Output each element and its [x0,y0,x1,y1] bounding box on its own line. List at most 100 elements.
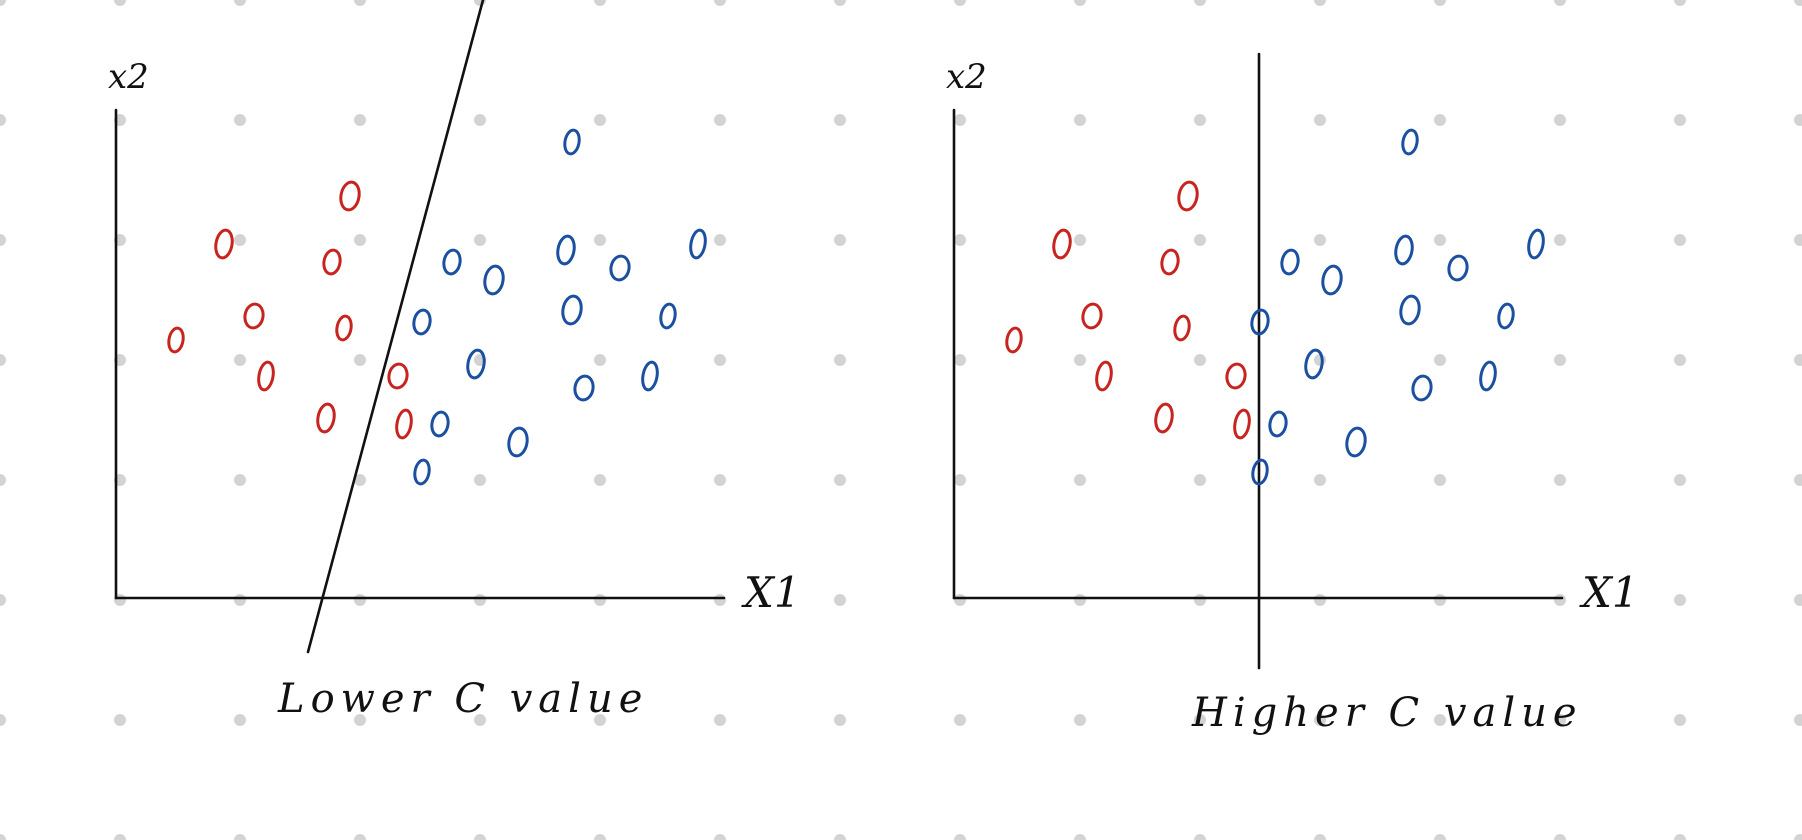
grid-dot [0,114,6,126]
grid-dot [0,234,6,246]
grid-dot [234,0,246,6]
grid-dot [1314,834,1326,840]
red-data-point [316,402,336,434]
red-data-point [387,362,409,390]
grid-dot [0,834,6,840]
grid-dot [1794,594,1802,606]
grid-dot [1554,594,1566,606]
grid-dot [594,834,606,840]
red-data-point [339,180,361,212]
grid-dot [234,234,246,246]
grid-dot [354,354,366,366]
grid-dot [1554,234,1566,246]
grid-dot [474,474,486,486]
grid-dot [1794,114,1802,126]
grid-dot [1434,474,1446,486]
blue-data-point [561,294,583,326]
grid-dot [954,114,966,126]
grid-dot [114,834,126,840]
blue-data-point [1401,128,1419,156]
blue-data-point [1321,264,1343,296]
blue-data-point [507,426,529,458]
red-data-point [1233,408,1251,440]
grid-dot [354,594,366,606]
grid-dot [1194,474,1206,486]
grid-dot [474,234,486,246]
blue-data-point [413,458,431,486]
grid-dot [594,234,606,246]
blue-data-point [641,360,659,392]
blue-data-point [1250,308,1270,336]
grid-dot [1074,474,1086,486]
grid-dot [1434,354,1446,366]
grid-dot [1794,234,1802,246]
grid-dot [1794,834,1802,840]
grid-dot [114,0,126,6]
grid-dot [594,594,606,606]
grid-dot [714,594,726,606]
grid-dot [1674,594,1686,606]
blue-data-point [1394,234,1414,266]
grid-dot [1314,714,1326,726]
blue-data-point [1280,248,1300,276]
grid-dot [354,234,366,246]
grid-dot [714,234,726,246]
grid-dot [234,354,246,366]
left-decision-boundary [306,0,485,654]
grid-dot [1074,234,1086,246]
grid-dot [594,354,606,366]
grid-dot [714,834,726,840]
grid-dot [1074,714,1086,726]
right-data-points [1005,128,1545,486]
grid-dot [1554,114,1566,126]
blue-data-point [659,302,677,330]
grid-dot [474,594,486,606]
grid-dot [474,0,486,6]
blue-data-point [442,248,462,276]
blue-data-point [483,264,505,296]
grid-dot [954,234,966,246]
blue-data-point [1497,302,1515,330]
grid-dot [1194,714,1206,726]
grid-dot [834,594,846,606]
grid-dot [1794,0,1802,6]
grid-dot [354,834,366,840]
grid-dot [834,714,846,726]
grid-dot [1434,0,1446,6]
blue-data-point [1251,458,1269,486]
blue-data-point [412,308,432,336]
red-data-point [322,248,342,276]
grid-dot [474,114,486,126]
grid-dot [234,594,246,606]
grid-dot [114,714,126,726]
blue-data-point [1411,374,1433,402]
grid-dot [0,354,6,366]
grid-dot [234,474,246,486]
red-data-point [1225,362,1247,390]
red-data-point [1173,314,1191,342]
grid-dot [834,234,846,246]
grid-dot [354,0,366,6]
left-caption: Lower C value [277,676,648,722]
grid-dot [954,594,966,606]
red-data-point [1177,180,1199,212]
grid-dot [834,354,846,366]
blue-data-point [1479,360,1497,392]
grid-dot [0,714,6,726]
red-data-point [243,302,265,330]
grid-dot [1314,0,1326,6]
grid-dot [1674,0,1686,6]
blue-data-point [573,374,595,402]
red-data-point [214,228,234,260]
grid-dot [1554,474,1566,486]
grid-dot [714,354,726,366]
grid-dot [954,714,966,726]
red-data-point [257,360,275,392]
grid-dot [1194,354,1206,366]
red-data-point [1154,402,1174,434]
grid-dot [834,834,846,840]
red-data-point [395,408,413,440]
grid-dot [954,834,966,840]
grid-dot [1314,114,1326,126]
